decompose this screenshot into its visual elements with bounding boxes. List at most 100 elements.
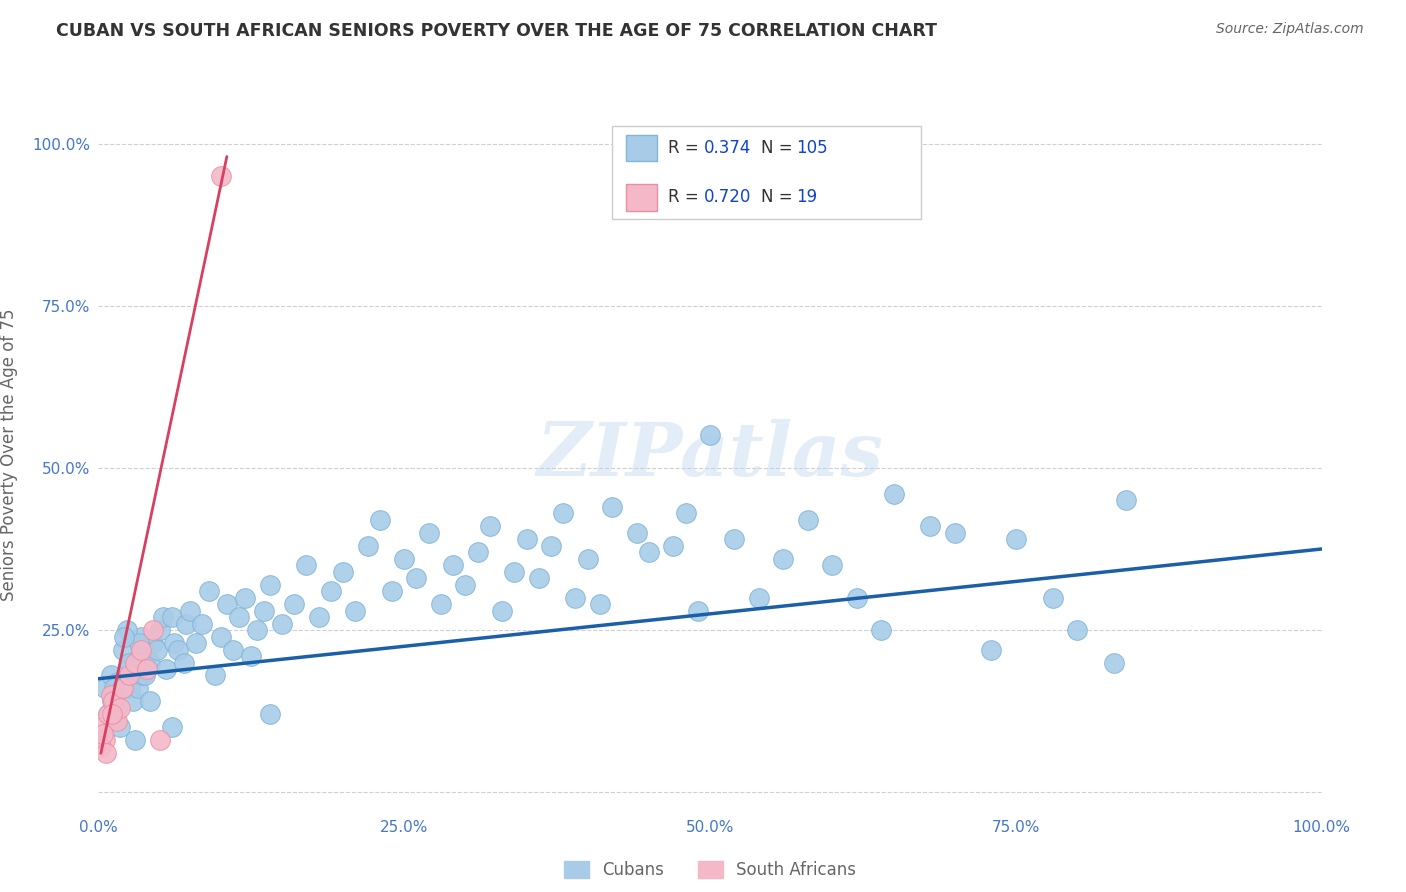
Point (118, 668, 141, 682)
Point (870, 623, 893, 637)
Point (209, 630, 232, 644)
Point (111, 681, 134, 696)
Point (100, 668, 122, 682)
Point (1115, 493, 1137, 508)
Point (405, 571, 427, 585)
Point (120, 681, 142, 696)
Point (356, 539, 378, 553)
Point (160, 720, 183, 734)
Text: R =: R = (668, 139, 704, 157)
Text: 0.720: 0.720 (703, 188, 751, 206)
Point (259, 577, 281, 591)
Text: 105: 105 (796, 139, 828, 157)
Point (845, 591, 868, 605)
Point (124, 733, 146, 747)
Point (252, 604, 274, 618)
Text: Source: ZipAtlas.com: Source: ZipAtlas.com (1216, 22, 1364, 37)
Point (209, 169, 232, 183)
Point (176, 616, 198, 631)
Point (186, 636, 208, 650)
Point (91, 727, 114, 741)
Text: N =: N = (761, 188, 799, 206)
Point (259, 707, 281, 722)
Text: 0.374: 0.374 (703, 139, 751, 157)
Point (129, 642, 152, 657)
Point (1066, 623, 1088, 637)
Point (540, 539, 562, 553)
Text: 19: 19 (796, 188, 817, 206)
Legend: Cubans, South Africans: Cubans, South Africans (557, 854, 863, 886)
Point (149, 623, 172, 637)
Point (980, 642, 1002, 657)
Point (723, 533, 745, 547)
Point (94, 747, 117, 761)
Point (139, 656, 162, 670)
Point (516, 533, 538, 547)
Point (392, 551, 416, 566)
Point (97, 707, 120, 722)
Point (155, 662, 177, 676)
Point (160, 610, 183, 624)
Point (1042, 591, 1064, 605)
Point (124, 656, 146, 670)
Point (283, 597, 305, 611)
Point (97, 707, 120, 722)
Text: CUBAN VS SOUTH AFRICAN SENIORS POVERTY OVER THE AGE OF 75 CORRELATION CHART: CUBAN VS SOUTH AFRICAN SENIORS POVERTY O… (56, 22, 938, 40)
Point (564, 591, 586, 605)
Point (699, 428, 721, 442)
Point (139, 694, 162, 708)
Point (204, 668, 226, 682)
Point (163, 636, 186, 650)
Point (430, 597, 453, 611)
Point (1004, 533, 1026, 547)
Point (118, 656, 141, 670)
Point (233, 591, 256, 605)
Point (308, 610, 330, 624)
Point (131, 668, 153, 682)
Point (344, 604, 367, 618)
Point (675, 506, 697, 520)
Point (124, 662, 146, 676)
Point (173, 656, 195, 670)
Point (943, 525, 966, 540)
Point (152, 610, 174, 624)
Point (110, 720, 132, 734)
Point (112, 630, 135, 644)
Point (589, 597, 612, 611)
Text: N =: N = (761, 139, 799, 157)
Point (167, 642, 190, 657)
Point (319, 584, 342, 599)
Point (228, 610, 250, 624)
Point (101, 694, 124, 708)
Point (111, 681, 134, 696)
Point (136, 648, 159, 663)
Point (270, 616, 294, 631)
Point (111, 642, 134, 657)
Point (101, 694, 124, 708)
Point (197, 584, 219, 599)
Point (478, 519, 501, 533)
Point (105, 701, 128, 715)
Point (821, 558, 844, 573)
Point (136, 662, 159, 676)
Point (100, 688, 122, 702)
Point (149, 733, 172, 747)
Point (90, 739, 112, 754)
Y-axis label: Seniors Poverty Over the Age of 75: Seniors Poverty Over the Age of 75 (0, 309, 18, 601)
Point (295, 558, 318, 573)
Point (115, 623, 138, 637)
Point (491, 604, 513, 618)
Point (748, 591, 770, 605)
Text: R =: R = (668, 188, 704, 206)
Point (107, 675, 129, 690)
Point (93, 681, 115, 696)
Point (454, 577, 477, 591)
Point (240, 648, 263, 663)
Point (127, 681, 149, 696)
Point (215, 597, 238, 611)
Text: ZIPatlas: ZIPatlas (537, 418, 883, 491)
Point (128, 636, 150, 650)
Point (121, 694, 143, 708)
Point (332, 565, 354, 579)
Point (142, 636, 165, 650)
